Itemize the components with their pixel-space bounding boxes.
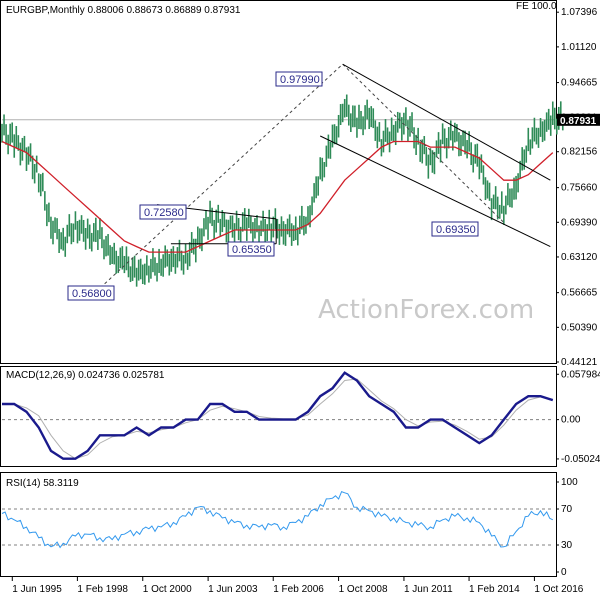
macd-ytick-label: 0.057984 [561, 369, 600, 380]
rsi-ytick-label: 70 [561, 504, 573, 515]
price-annotation-label: 0.56800 [72, 288, 112, 300]
price-ytick-label: 0.82156 [561, 147, 598, 158]
price-header: EURGBP,Monthly 0.88006 0.88673 0.86889 0… [6, 5, 241, 16]
price-annotation-box [67, 285, 115, 301]
trend-dashed-line [95, 63, 344, 293]
x-tick-label: 1 Oct 2008 [339, 584, 388, 595]
macd-layer [2, 371, 554, 460]
price-ytick-label: 0.50390 [561, 322, 598, 333]
rsi-panel-frame [0, 472, 557, 577]
x-tick-label: 1 Feb 1998 [77, 584, 128, 595]
current-price-label: 0.87931 [560, 116, 597, 127]
channel-lower-line [320, 135, 551, 248]
price-ytick-label: 0.63120 [561, 252, 598, 263]
watermark: ActionForex.com [318, 295, 534, 325]
fe-label: FE 100.0 [516, 1, 557, 12]
price-ytick-label: 0.94665 [561, 78, 598, 89]
macd-panel-frame [0, 366, 557, 467]
price-ytick-label: 1.01120 [561, 42, 597, 53]
price-annotation-label: 0.69350 [436, 224, 476, 236]
price-annotation-box [227, 241, 275, 257]
price-ytick-label: 0.56665 [561, 288, 598, 299]
price-layer: 0.97990 0.72580 0.65350 0.56800 0.69350 [1, 63, 564, 301]
price-annotation-box [275, 71, 323, 87]
price-annotation-box [139, 204, 187, 220]
rsi-line [1, 490, 554, 549]
price-annotation-label: 0.72580 [144, 207, 184, 219]
macd-ytick-label: 0.00 [561, 415, 581, 426]
x-tick-label: 1 Feb 2014 [469, 584, 520, 595]
moving-average-line [1, 140, 554, 253]
price-panel-frame [0, 0, 557, 364]
price-annotation-box [431, 221, 479, 237]
price-ytick-label: 0.75660 [561, 183, 598, 194]
x-tick-label: 1 Oct 2000 [143, 584, 192, 595]
current-price-badge [557, 113, 600, 126]
rsi-ytick-label: 0 [561, 567, 567, 578]
rsi-layer [1, 490, 554, 549]
rsi-ytick-label: 100 [561, 477, 578, 488]
rsi-ytick-label: 30 [561, 540, 573, 551]
price-ytick-label: 0.69390 [561, 217, 598, 228]
x-tick-label: 1 Jun 1995 [12, 584, 62, 595]
price-ytick-label: 0.44121 [561, 357, 598, 368]
price-ytick-label: 1.07396 [561, 7, 598, 18]
macd-line [2, 371, 554, 460]
trend-dashed-line [342, 63, 505, 223]
channel-upper-line [342, 63, 551, 181]
rsi-header: RSI(14) 58.3119 [6, 478, 79, 489]
price-annotation-label: 0.65350 [232, 244, 272, 256]
axis-layer: 1.073961.011200.946650.883210.821560.756… [11, 7, 600, 595]
x-tick-label: 1 Jun 2011 [404, 584, 453, 595]
x-tick-label: 1 Feb 2006 [273, 584, 324, 595]
x-tick-label: 1 Jun 2003 [208, 584, 258, 595]
macd-header: MACD(12,26,9) 0.024736 0.025781 [6, 370, 165, 381]
x-tick-label: 1 Oct 2016 [534, 584, 583, 595]
price-annotation-label: 0.97990 [280, 74, 320, 86]
